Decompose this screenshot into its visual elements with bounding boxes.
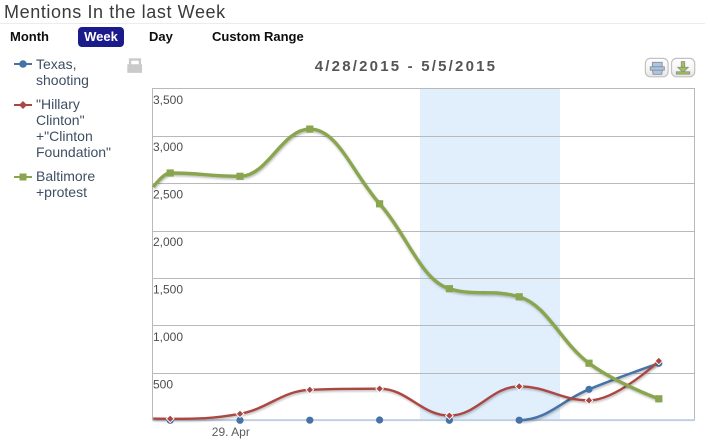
- svg-text:3,500: 3,500: [153, 93, 183, 107]
- svg-text:3,000: 3,000: [153, 140, 183, 154]
- svg-text:1,000: 1,000: [153, 330, 183, 344]
- svg-text:4/28/2015 - 5/5/2015: 4/28/2015 - 5/5/2015: [315, 58, 497, 75]
- svg-text:500: 500: [153, 377, 173, 391]
- svg-text:1,500: 1,500: [153, 283, 183, 297]
- svg-text:29. Apr: 29. Apr: [212, 425, 250, 439]
- svg-text:2,500: 2,500: [153, 188, 183, 202]
- svg-text:2,000: 2,000: [153, 235, 183, 249]
